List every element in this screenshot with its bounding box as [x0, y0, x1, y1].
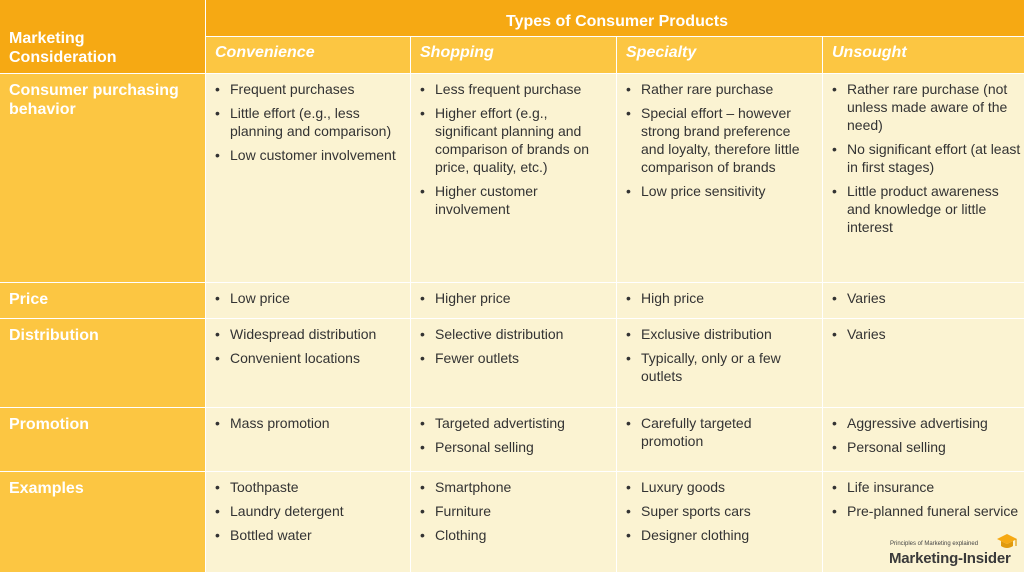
table-cell-distribution-shopping: Selective distribution Fewer outlets — [411, 319, 616, 407]
list-item: Special effort – however strong brand pr… — [625, 104, 816, 176]
list-item: Bottled water — [214, 526, 404, 544]
list-item: Typically, only or a few outlets — [625, 349, 816, 385]
table-cell-price-convenience: Low price — [206, 283, 410, 318]
list-item: Higher customer involvement — [419, 182, 610, 218]
list-item: Selective distribution — [419, 325, 610, 343]
table-cell-price-shopping: Higher price — [411, 283, 616, 318]
bullet-list: Varies — [831, 325, 1022, 343]
bullet-list: Varies — [831, 289, 1022, 307]
product-type-convenience: Convenience — [206, 37, 410, 73]
list-item: Higher effort (e.g., significant plannin… — [419, 104, 610, 176]
list-item: Convenient locations — [214, 349, 404, 367]
row-label-distribution: Distribution — [0, 319, 205, 407]
list-item: Less frequent purchase — [419, 80, 610, 98]
list-item: Low customer involvement — [214, 146, 404, 164]
bullet-list: Low price — [214, 289, 404, 307]
list-item: No significant effort (at least in first… — [831, 140, 1022, 176]
table-cell-promotion-unsought: Aggressive advertising Personal selling — [823, 408, 1024, 471]
bullet-list: High price — [625, 289, 816, 307]
bullet-list: Rather rare purchase (not unless made aw… — [831, 80, 1022, 236]
table-cell-examples-shopping: Smartphone Furniture Clothing — [411, 472, 616, 572]
product-type-unsought: Unsought — [823, 37, 1024, 73]
list-item: Fewer outlets — [419, 349, 610, 367]
table-cell-consumer-purchasing-behavior-convenience: Frequent purchases Little effort (e.g., l… — [206, 74, 410, 282]
table-title: Types of Consumer Products — [206, 0, 1024, 36]
list-item: Furniture — [419, 502, 610, 520]
bullet-list: Smartphone Furniture Clothing — [419, 478, 610, 544]
list-item: Life insurance — [831, 478, 1022, 496]
product-type-shopping: Shopping — [411, 37, 616, 73]
list-item: Personal selling — [419, 438, 610, 456]
logo-tagline: Principles of Marketing explained — [890, 541, 979, 547]
list-item: Luxury goods — [625, 478, 816, 496]
list-item: Targeted advertisting — [419, 414, 610, 432]
table-cell-distribution-convenience: Widespread distribution Convenient locati… — [206, 319, 410, 407]
list-item: Rather rare purchase (not unless made aw… — [831, 80, 1022, 134]
list-item: Pre-planned funeral service — [831, 502, 1022, 520]
table-cell-examples-convenience: Toothpaste Laundry detergent Bottled water — [206, 472, 410, 572]
bullet-list: Higher price — [419, 289, 610, 307]
bullet-list: Selective distribution Fewer outlets — [419, 325, 610, 367]
list-item: Carefully targeted promotion — [625, 414, 816, 450]
table-cell-consumer-purchasing-behavior-shopping: Less frequent purchase Higher effort (e.g… — [411, 74, 616, 282]
list-item: Aggressive advertising — [831, 414, 1022, 432]
list-item: Frequent purchases — [214, 80, 404, 98]
list-item: Mass promotion — [214, 414, 404, 432]
table-cell-promotion-convenience: Mass promotion — [206, 408, 410, 471]
list-item: Laundry detergent — [214, 502, 404, 520]
list-item: Designer clothing — [625, 526, 816, 544]
row-label-consumer-purchasing-behavior: Consumer purchasing behavior — [0, 74, 205, 282]
table-cell-examples-specialty: Luxury goods Super sports cars Designer cl… — [617, 472, 822, 572]
list-item: Personal selling — [831, 438, 1022, 456]
bullet-list: Toothpaste Laundry detergent Bottled water — [214, 478, 404, 544]
product-type-specialty: Specialty — [617, 37, 822, 73]
corner-label-line-2: Consideration — [9, 49, 117, 66]
list-item: Little product awareness and knowledge o… — [831, 182, 1022, 236]
corner-label: Marketing Consideration — [0, 0, 205, 73]
graduation-cap-icon — [997, 534, 1017, 548]
table-cell-price-unsought: Varies — [823, 283, 1024, 318]
row-label-promotion: Promotion — [0, 408, 205, 471]
table-cell-consumer-purchasing-behavior-unsought: Rather rare purchase (not unless made aw… — [823, 74, 1024, 282]
table-cell-promotion-specialty: Carefully targeted promotion — [617, 408, 822, 471]
bullet-list: Frequent purchases Little effort (e.g., l… — [214, 80, 404, 164]
bullet-list: Targeted advertisting Personal selling — [419, 414, 610, 456]
list-item: Varies — [831, 289, 1022, 307]
table-cell-consumer-purchasing-behavior-specialty: Rather rare purchase Special effort – how… — [617, 74, 822, 282]
list-item: Low price — [214, 289, 404, 307]
logo-name: Marketing-Insider — [889, 550, 1011, 567]
list-item: Varies — [831, 325, 1022, 343]
bullet-list: Less frequent purchase Higher effort (e.g… — [419, 80, 610, 218]
table-cell-promotion-shopping: Targeted advertisting Personal selling — [411, 408, 616, 471]
bullet-list: Widespread distribution Convenient locati… — [214, 325, 404, 367]
bullet-list: Exclusive distribution Typically, only or… — [625, 325, 816, 385]
table-cell-price-specialty: High price — [617, 283, 822, 318]
table-cell-distribution-unsought: Varies — [823, 319, 1024, 407]
list-item: Rather rare purchase — [625, 80, 816, 98]
list-item: Clothing — [419, 526, 610, 544]
list-item: Toothpaste — [214, 478, 404, 496]
bullet-list: Rather rare purchase Special effort – how… — [625, 80, 816, 200]
list-item: Widespread distribution — [214, 325, 404, 343]
row-label-examples: Examples — [0, 472, 205, 572]
list-item: High price — [625, 289, 816, 307]
list-item: Super sports cars — [625, 502, 816, 520]
corner-label-line-1: Marketing — [9, 30, 85, 47]
table-cell-distribution-specialty: Exclusive distribution Typically, only or… — [617, 319, 822, 407]
list-item: Exclusive distribution — [625, 325, 816, 343]
bullet-list: Life insurance Pre-planned funeral servic… — [831, 478, 1022, 520]
bullet-list: Aggressive advertising Personal selling — [831, 414, 1022, 456]
bullet-list: Mass promotion — [214, 414, 404, 432]
list-item: Higher price — [419, 289, 610, 307]
marketing-insider-logo: Principles of Marketing explained Market… — [888, 533, 1018, 569]
row-label-price: Price — [0, 283, 205, 318]
list-item: Smartphone — [419, 478, 610, 496]
table-cell-examples-unsought: Life insurance Pre-planned funeral servic… — [823, 472, 1024, 572]
list-item: Low price sensitivity — [625, 182, 816, 200]
bullet-list: Luxury goods Super sports cars Designer cl… — [625, 478, 816, 544]
list-item: Little effort (e.g., less planning and c… — [214, 104, 404, 140]
bullet-list: Carefully targeted promotion — [625, 414, 816, 450]
